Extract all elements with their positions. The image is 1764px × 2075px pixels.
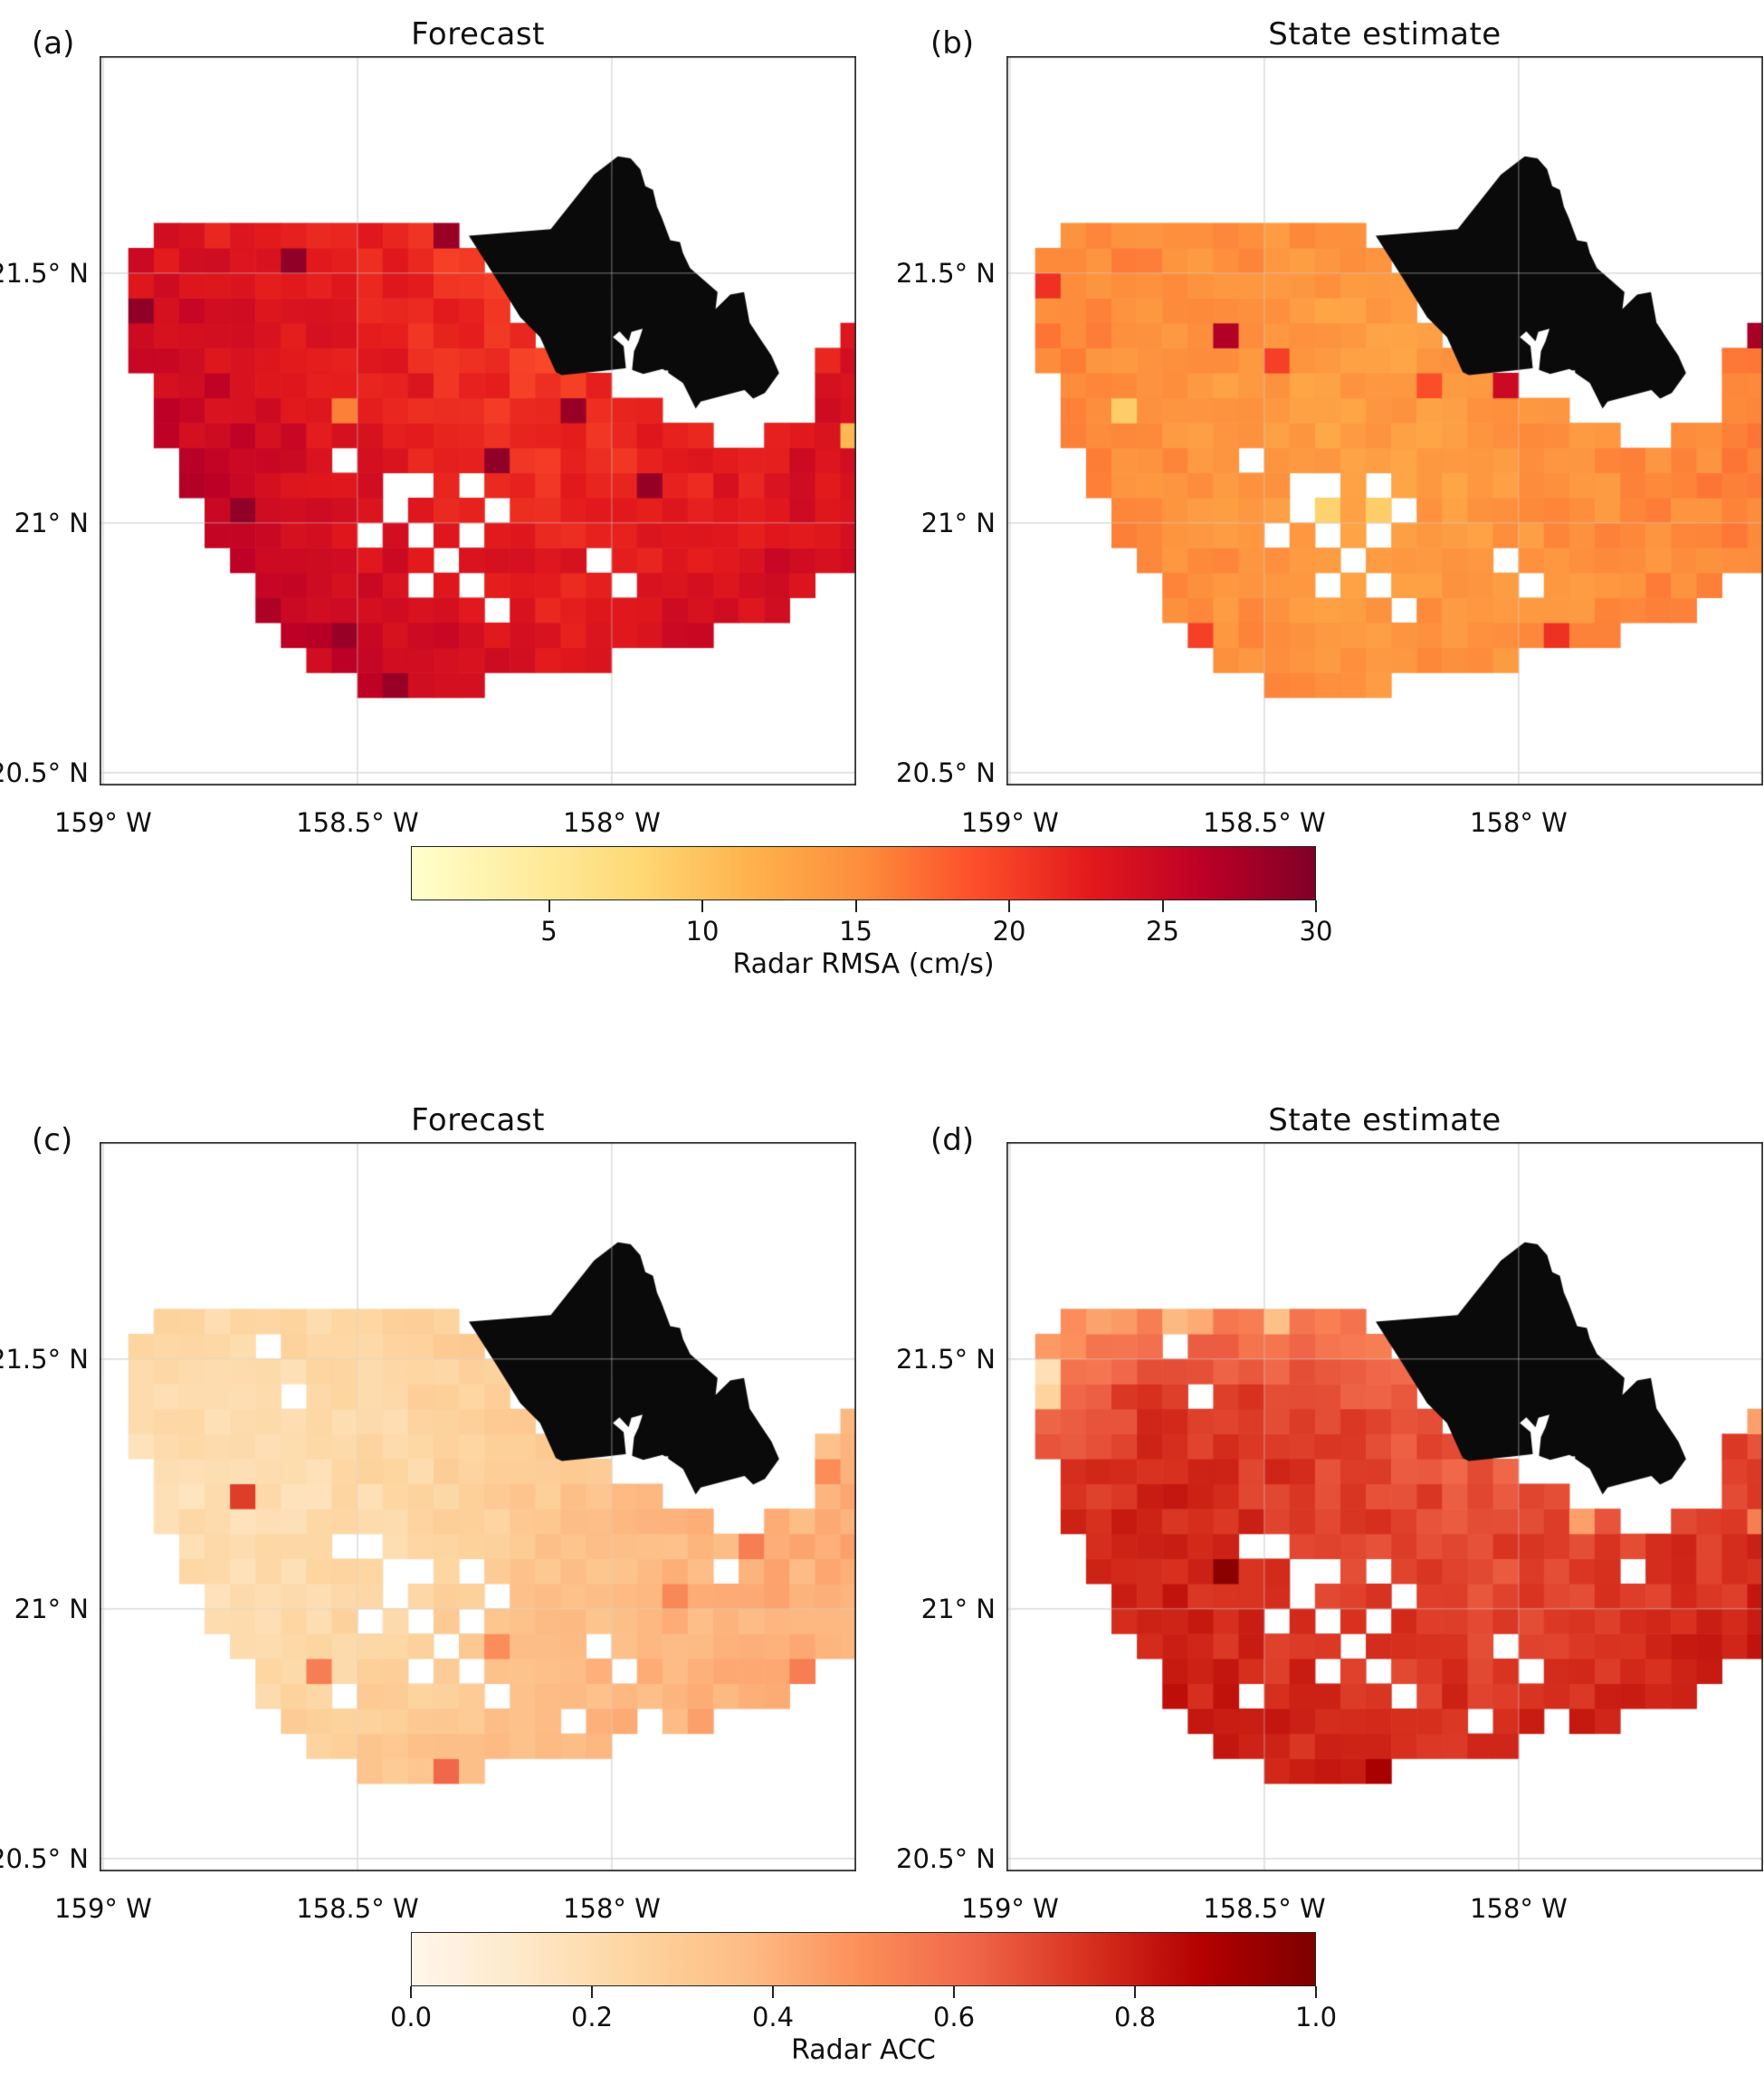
panel-b-title: State estimate bbox=[1268, 16, 1502, 52]
x-tick-label-b: 159° W bbox=[961, 807, 1059, 838]
colorbar-rmsa bbox=[411, 846, 1316, 900]
colorbar-tick-mark bbox=[591, 1986, 593, 1998]
panel-d-title: State estimate bbox=[1268, 1102, 1502, 1138]
y-tick-label-c: 20.5° N bbox=[0, 1842, 89, 1874]
colorbar-tick-label: 0.2 bbox=[570, 2002, 614, 2032]
panel-b-label: (b) bbox=[930, 25, 975, 62]
panel-d-label: (d) bbox=[930, 1122, 975, 1158]
colorbar-tick-mark bbox=[1315, 900, 1317, 912]
y-tick-label-c: 21.5° N bbox=[0, 1343, 89, 1375]
heatmap-panel-d bbox=[1006, 1142, 1763, 1871]
colorbar-tick-label: 10 bbox=[685, 916, 720, 947]
colorbar-tick-mark bbox=[1008, 900, 1011, 912]
colorbar-tick-label: 0.6 bbox=[932, 2002, 976, 2032]
x-tick-label-a: 158° W bbox=[563, 807, 661, 838]
heatmap-panel-a bbox=[100, 56, 856, 785]
colorbar-rmsa-label: Radar RMSA (cm/s) bbox=[732, 948, 995, 980]
colorbar-acc bbox=[411, 1932, 1316, 1986]
x-tick-label-c: 158.5° W bbox=[296, 1893, 419, 1924]
colorbar-tick-label: 1.0 bbox=[1294, 2002, 1338, 2032]
y-tick-label-c: 21° N bbox=[14, 1593, 89, 1624]
colorbar-tick-mark bbox=[1134, 1986, 1136, 1998]
panel-a-title: Forecast bbox=[411, 16, 545, 52]
y-tick-label-d: 21.5° N bbox=[896, 1343, 996, 1375]
colorbar-tick-label: 30 bbox=[1299, 916, 1333, 947]
y-tick-label-b: 20.5° N bbox=[896, 757, 996, 788]
colorbar-tick-mark bbox=[1315, 1986, 1317, 1998]
colorbar-tick-label: 0.8 bbox=[1113, 2002, 1157, 2032]
heatmap-panel-c bbox=[100, 1142, 856, 1871]
colorbar-tick-mark bbox=[772, 1986, 774, 1998]
heatmap-panel-b bbox=[1006, 56, 1763, 785]
x-tick-label-b: 158.5° W bbox=[1203, 807, 1326, 838]
colorbar-tick-label: 25 bbox=[1146, 916, 1179, 947]
x-tick-label-a: 158.5° W bbox=[296, 807, 419, 838]
panel-a-label: (a) bbox=[32, 25, 75, 62]
y-tick-label-a: 21.5° N bbox=[0, 257, 89, 289]
x-tick-label-d: 159° W bbox=[961, 1893, 1059, 1924]
colorbar-tick-mark bbox=[953, 1986, 955, 1998]
colorbar-tick-mark bbox=[410, 1986, 412, 1998]
y-tick-label-d: 20.5° N bbox=[896, 1842, 996, 1874]
y-tick-label-a: 20.5° N bbox=[0, 757, 89, 788]
y-tick-label-d: 21° N bbox=[920, 1593, 996, 1624]
panel-c-label: (c) bbox=[32, 1122, 73, 1158]
x-tick-label-c: 158° W bbox=[563, 1893, 661, 1924]
colorbar-tick-mark bbox=[1161, 900, 1164, 912]
y-tick-label-b: 21.5° N bbox=[896, 257, 996, 289]
colorbar-tick-mark bbox=[548, 900, 550, 912]
colorbar-tick-mark bbox=[854, 900, 857, 912]
y-tick-label-a: 21° N bbox=[14, 507, 89, 538]
colorbar-tick-label: 5 bbox=[540, 916, 558, 947]
colorbar-tick-label: 0.4 bbox=[751, 2002, 795, 2032]
x-tick-label-c: 159° W bbox=[54, 1893, 152, 1924]
panel-c-title: Forecast bbox=[411, 1102, 545, 1138]
x-tick-label-d: 158° W bbox=[1470, 1893, 1568, 1924]
x-tick-label-a: 159° W bbox=[54, 807, 152, 838]
colorbar-tick-label: 20 bbox=[992, 916, 1026, 947]
y-tick-label-b: 21° N bbox=[920, 507, 996, 538]
x-tick-label-b: 158° W bbox=[1470, 807, 1568, 838]
colorbar-tick-mark bbox=[701, 900, 704, 912]
colorbar-tick-label: 0.0 bbox=[389, 2002, 433, 2032]
x-tick-label-d: 158.5° W bbox=[1203, 1893, 1326, 1924]
colorbar-tick-label: 15 bbox=[839, 916, 872, 947]
colorbar-acc-label: Radar ACC bbox=[791, 2034, 936, 2066]
